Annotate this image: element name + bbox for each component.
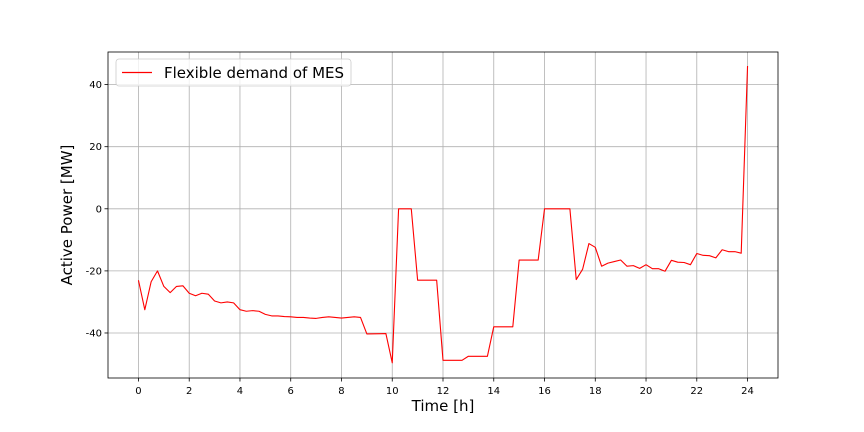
legend-label: Flexible demand of MES	[164, 64, 344, 82]
x-tick-label: 0	[135, 386, 141, 397]
y-tick-label: 20	[89, 142, 102, 153]
x-tick-label: 14	[487, 386, 500, 397]
x-tick-label: 2	[186, 386, 192, 397]
legend-box	[115, 58, 352, 87]
grid	[108, 52, 778, 378]
x-tick-label: 22	[690, 386, 703, 397]
x-tick-label: 18	[589, 386, 602, 397]
x-tick-label: 20	[640, 386, 653, 397]
y-tick-label: 40	[89, 80, 102, 91]
x-tick-label: 24	[741, 386, 754, 397]
x-axis-title: Time [h]	[411, 397, 475, 415]
x-axis: 0 2 4 6 8 10 12 14 16 18 20 22 24	[135, 378, 754, 397]
legend: Flexible demand of MES	[115, 58, 352, 87]
y-axis-title: Active Power [MW]	[58, 145, 76, 286]
x-tick-label: 4	[237, 386, 243, 397]
x-tick-label: 16	[538, 386, 551, 397]
x-tick-label: 10	[386, 386, 399, 397]
x-tick-label: 8	[338, 386, 344, 397]
series-layer	[137, 65, 749, 364]
series-line-flexible-demand	[137, 65, 749, 364]
x-tick-label: 6	[288, 386, 294, 397]
y-tick-label: -40	[86, 328, 102, 339]
y-tick-label: -20	[86, 266, 102, 277]
y-axis: -40 -20 0 20 40	[86, 80, 108, 339]
y-tick-label: 0	[96, 204, 102, 215]
x-tick-label: 12	[437, 386, 450, 397]
